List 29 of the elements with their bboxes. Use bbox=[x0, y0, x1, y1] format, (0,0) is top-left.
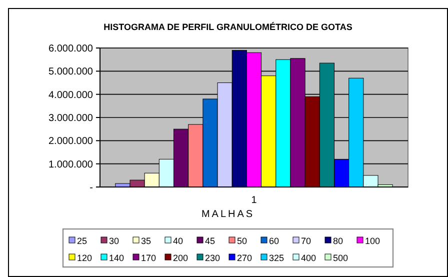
y-tick-label: 5.000.000 bbox=[48, 66, 94, 78]
legend-label: 230 bbox=[205, 253, 220, 263]
legend-label: 80 bbox=[333, 236, 344, 246]
legend-label: 500 bbox=[333, 253, 348, 263]
legend-label: 100 bbox=[365, 236, 380, 246]
legend-label: 400 bbox=[301, 253, 316, 263]
y-tick-label: 6.000.000 bbox=[48, 44, 94, 54]
legend-label: 170 bbox=[141, 253, 156, 263]
legend-label: 70 bbox=[301, 236, 312, 246]
legend-label: 120 bbox=[77, 253, 92, 263]
chart-title: HISTOGRAMA DE PERFIL GRANULOMÉTRICO DE GOTAS bbox=[104, 22, 352, 32]
y-tick-label: 3.000.000 bbox=[48, 113, 94, 124]
x-axis-title: MALHAS bbox=[201, 209, 255, 220]
y-tick-label: 2.000.000 bbox=[48, 136, 94, 148]
legend-label: 30 bbox=[109, 236, 120, 246]
y-tick-label: - bbox=[90, 182, 93, 194]
legend-label: 45 bbox=[205, 236, 216, 246]
legend-label: 325 bbox=[269, 253, 284, 263]
legend-label: 50 bbox=[237, 236, 248, 246]
y-tick-label: 4.000.000 bbox=[48, 90, 94, 101]
x-tick-label: 1 bbox=[251, 195, 258, 206]
legend-label: 200 bbox=[173, 253, 188, 263]
legend-label: 25 bbox=[77, 236, 88, 246]
y-tick-label: 1.000.000 bbox=[48, 159, 94, 170]
legend-label: 60 bbox=[269, 236, 280, 246]
legend-label: 270 bbox=[237, 253, 252, 263]
legend-label: 40 bbox=[173, 236, 184, 246]
legend-label: 35 bbox=[141, 236, 152, 246]
legend-label: 140 bbox=[109, 253, 124, 263]
